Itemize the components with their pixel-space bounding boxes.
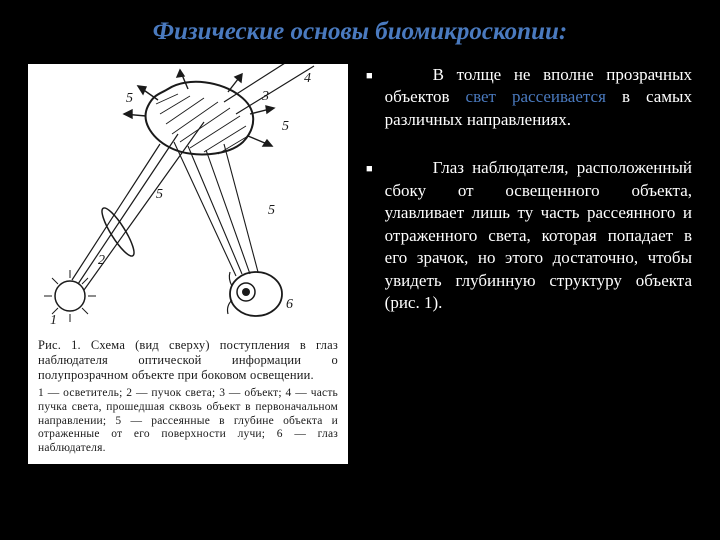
bullet-1-hl: свет рассеивается: [466, 87, 606, 106]
text-column: ■ В толще не вполне прозрачных объектов …: [366, 64, 700, 464]
svg-text:5: 5: [282, 119, 289, 134]
bullet-2: ■ Глаз наблюдателя, расположенный сбоку …: [366, 157, 692, 314]
page-title: Физические основы биомикроскопии:: [0, 0, 720, 56]
bullet-1: ■ В толще не вполне прозрачных объектов …: [366, 64, 692, 131]
caption-legend: 1 — осветитель; 2 — пучок света; 3 — объ…: [38, 387, 338, 456]
svg-text:2: 2: [98, 253, 105, 268]
svg-text:5: 5: [156, 187, 163, 202]
bullet-icon: ■: [366, 69, 373, 131]
bullet-icon: ■: [366, 162, 373, 314]
figure-panel: 1 2 3 4 5 5 5 5 6 Рис. 1. Схема (вид све…: [28, 64, 348, 464]
diagram-svg: 1 2 3 4 5 5 5 5 6: [28, 64, 348, 334]
bullet-1-text: В толще не вполне прозрачных объектов св…: [385, 64, 692, 131]
content-row: 1 2 3 4 5 5 5 5 6 Рис. 1. Схема (вид све…: [0, 56, 720, 464]
bullet-2-text: Глаз наблюдателя, расположенный сбоку от…: [385, 157, 692, 314]
svg-text:5: 5: [268, 203, 275, 218]
svg-text:3: 3: [261, 89, 269, 104]
caption-main: Рис. 1. Схема (вид сверху) поступления в…: [38, 338, 338, 383]
svg-text:1: 1: [50, 313, 57, 328]
svg-text:4: 4: [304, 71, 311, 86]
bullet-2-pre: Глаз наблюдателя, расположенный сбоку от…: [385, 158, 692, 312]
svg-text:6: 6: [286, 297, 293, 312]
figure-caption: Рис. 1. Схема (вид сверху) поступления в…: [28, 334, 348, 462]
svg-text:5: 5: [126, 91, 133, 106]
